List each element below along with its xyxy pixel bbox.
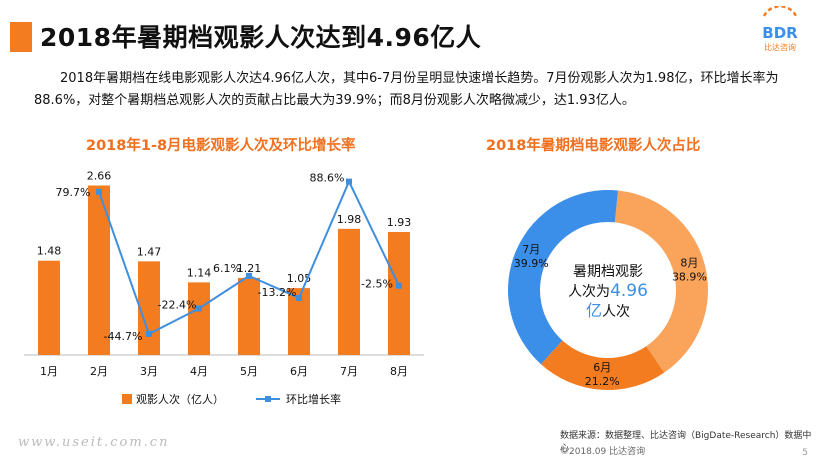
- x-tick-label: 8月: [390, 365, 408, 378]
- x-tick-label: 6月: [290, 365, 308, 378]
- bar-7: [338, 228, 360, 355]
- growth-rate-point: [346, 178, 352, 185]
- center-line3: 亿人次: [586, 301, 630, 320]
- legend-label-bar: 观影人次（亿人）: [136, 392, 224, 406]
- page-title: 2018年暑期档观影人次达到4.96亿人: [40, 23, 482, 52]
- slice-percent: 21.2%: [585, 375, 620, 388]
- bar-8: [388, 232, 410, 355]
- legend-swatch-bar: [122, 394, 132, 404]
- bar-value-label: 1.98: [337, 213, 362, 226]
- bar-value-label: 1.14: [187, 266, 212, 279]
- center-tail: 人次: [602, 304, 630, 320]
- x-tick-label: 3月: [140, 365, 158, 378]
- bar-value-label: 1.21: [237, 262, 262, 275]
- donut-slice-3: [508, 189, 618, 365]
- x-tick-label: 4月: [190, 365, 208, 378]
- x-tick-label: 2月: [90, 365, 108, 378]
- growth-rate-point: [296, 294, 302, 301]
- bar-value-label: 1.48: [37, 245, 62, 258]
- intro-paragraph: 2018年暑期档在线电影观影人次达4.96亿人次，其中6-7月份呈明显快速增长趋…: [34, 71, 779, 108]
- growth-rate-point: [396, 282, 402, 289]
- donut-slice-1: [614, 190, 708, 373]
- growth-rate-label: -22.4%: [158, 298, 197, 311]
- growth-rate-label: -44.7%: [104, 330, 143, 343]
- center-line2: 人次为4.96: [568, 281, 648, 301]
- copyright: ©2018.09 比达咨询: [560, 447, 646, 457]
- logo-subtext: 比达咨询: [764, 42, 796, 52]
- title-accent-bar: [10, 22, 32, 52]
- growth-rate-point: [246, 272, 252, 279]
- bar-2: [88, 185, 110, 355]
- slice-percent: 38.9%: [672, 270, 707, 283]
- bar-5: [238, 277, 260, 355]
- slice-label: 7月: [522, 243, 540, 256]
- growth-rate-label: 79.7%: [56, 186, 91, 199]
- donut-chart-title: 2018年暑期档电影观影人次占比: [486, 138, 701, 154]
- watermark: www.useit.com.cn: [18, 435, 170, 450]
- bar-value-label: 1.93: [387, 216, 412, 229]
- bar-value-label: 1.47: [137, 245, 162, 258]
- logo-text: BDR: [762, 24, 798, 42]
- legend-swatch-marker: [265, 396, 271, 402]
- growth-rate-label: 88.6%: [310, 172, 345, 185]
- bar-chart-title: 2018年1-8月电影观影人次及环比增长率: [86, 138, 356, 154]
- growth-rate-point: [96, 188, 102, 195]
- bar-1: [38, 260, 60, 355]
- center-line1: 暑期档观影: [573, 264, 643, 280]
- combo-chart: 1.481月2.662月1.473月1.144月1.215月1.056月1.98…: [24, 170, 424, 406]
- center-unit: 亿: [586, 301, 602, 320]
- center-value: 4.96: [610, 281, 648, 301]
- donut-slice-2: [540, 340, 665, 390]
- legend-label-line: 环比增长率: [286, 392, 341, 406]
- page-number: 5: [802, 448, 808, 458]
- bar-6: [288, 288, 310, 355]
- bar-4: [188, 282, 210, 355]
- growth-rate-label: 6.1%: [213, 262, 241, 275]
- data-source: 数据来源：数据整理、比达咨询（BigDate-Research）数据中心: [560, 431, 812, 454]
- slice-percent: 39.9%: [514, 257, 549, 270]
- slice-label: 8月: [680, 256, 698, 269]
- bdr-logo: BDR 比达咨询: [762, 6, 798, 52]
- bar-value-label: 2.66: [87, 170, 112, 183]
- growth-rate-label: -2.5%: [361, 278, 393, 291]
- growth-rate-point: [196, 305, 202, 312]
- growth-rate-point: [146, 330, 152, 337]
- x-tick-label: 5月: [240, 365, 258, 378]
- growth-rate-label: -13.2%: [258, 286, 297, 299]
- slice-label: 6月: [593, 361, 611, 374]
- x-tick-label: 1月: [40, 365, 58, 378]
- x-tick-label: 7月: [340, 365, 358, 378]
- center-line2-prefix: 人次为: [568, 284, 610, 300]
